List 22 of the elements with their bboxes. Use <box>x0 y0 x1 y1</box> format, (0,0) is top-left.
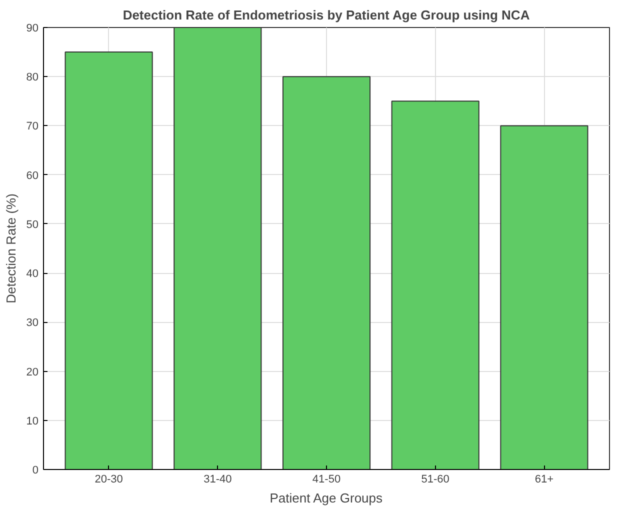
bar <box>500 125 588 470</box>
x-tick-label: 41-50 <box>312 474 341 486</box>
y-axis-title: Detection Rate (%) <box>3 194 18 304</box>
bar <box>64 52 153 470</box>
x-tick-label: 51-60 <box>421 474 450 486</box>
y-tick-label: 70 <box>26 120 39 133</box>
y-tick-label: 20 <box>26 366 39 378</box>
y-tick-label: 40 <box>26 268 39 280</box>
y-tick-label: 10 <box>26 415 39 428</box>
y-tick-label: 50 <box>26 218 39 231</box>
bar <box>282 76 371 470</box>
x-tick-label: 20-30 <box>94 474 123 486</box>
y-tick-label: 90 <box>26 22 39 34</box>
y-tick-label: 80 <box>26 72 39 84</box>
chart-title: Detection Rate of Endometriosis by Patient Age Group using NCA <box>122 8 530 22</box>
bar <box>391 100 480 470</box>
y-tick-label: 60 <box>26 170 39 182</box>
x-tick-label: 31-40 <box>204 474 232 486</box>
y-tick-label: 30 <box>26 317 39 330</box>
x-tick-label: 61+ <box>534 474 554 486</box>
x-axis-title: Patient Age Groups <box>270 490 384 506</box>
y-tick-label: 0 <box>32 464 39 476</box>
